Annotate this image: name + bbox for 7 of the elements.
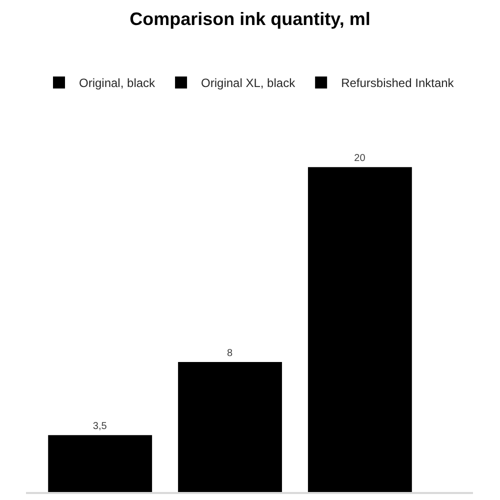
data-label: 20 [354, 153, 366, 164]
chart-title: Comparison ink quantity, ml [130, 9, 370, 30]
legend-label: Original XL, black [201, 76, 296, 90]
legend-label: Original, black [79, 76, 156, 90]
data-label: 8 [227, 348, 234, 360]
legend-label: Refursbished Inktank [341, 76, 455, 90]
data-label: 3,5 [92, 421, 108, 432]
